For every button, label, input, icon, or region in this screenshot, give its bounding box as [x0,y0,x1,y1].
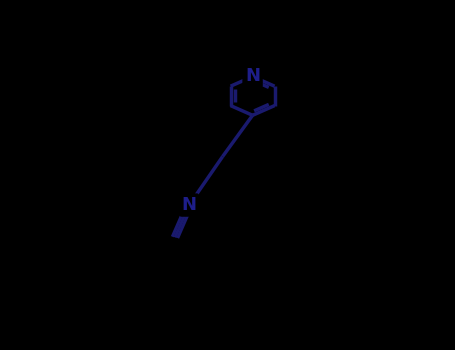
Text: N: N [182,196,197,214]
Text: N: N [245,68,260,85]
